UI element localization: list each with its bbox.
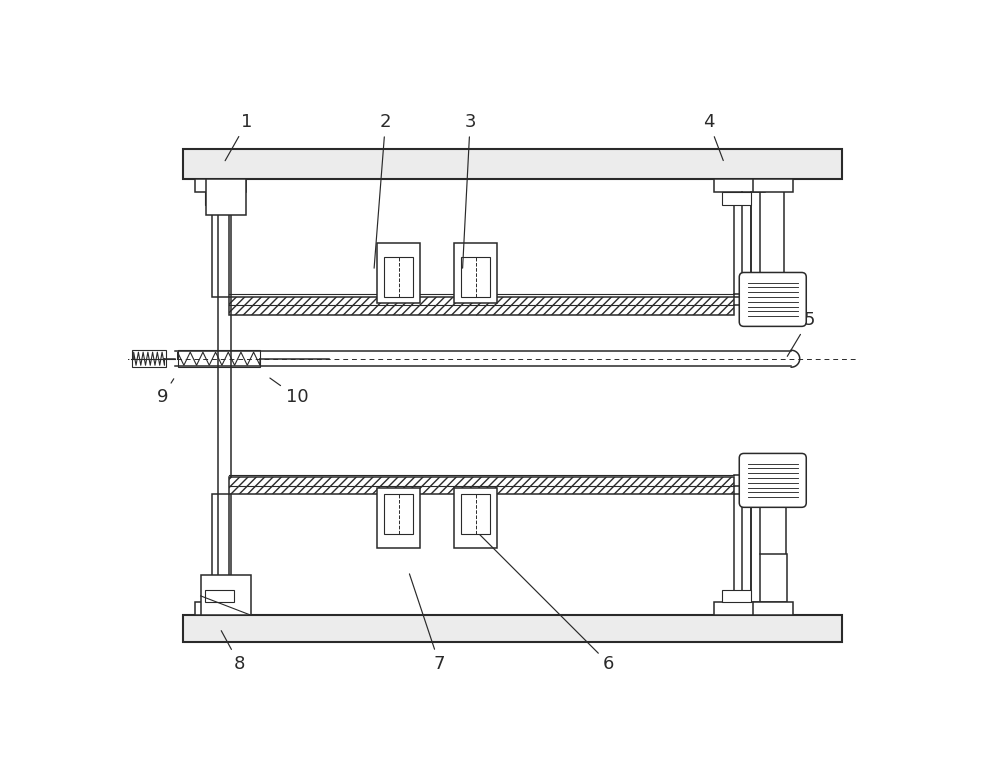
Bar xyxy=(753,602,793,615)
Bar xyxy=(212,178,229,297)
Bar xyxy=(722,590,751,602)
Bar xyxy=(195,602,246,615)
Text: 10: 10 xyxy=(270,378,308,406)
Bar xyxy=(195,178,246,192)
Text: 2: 2 xyxy=(374,113,391,268)
Bar xyxy=(454,243,497,303)
Bar xyxy=(714,178,765,192)
Bar xyxy=(753,178,793,192)
Text: 1: 1 xyxy=(225,113,253,161)
Bar xyxy=(722,192,751,205)
Bar xyxy=(201,575,251,615)
Bar xyxy=(461,494,490,534)
Bar xyxy=(183,149,842,178)
Bar xyxy=(205,192,234,205)
Bar xyxy=(384,494,413,534)
Text: 9: 9 xyxy=(156,378,174,406)
Bar xyxy=(206,178,246,215)
Bar xyxy=(377,243,420,303)
Bar xyxy=(753,309,793,322)
FancyBboxPatch shape xyxy=(739,272,806,326)
FancyBboxPatch shape xyxy=(739,454,806,508)
Bar xyxy=(714,602,765,615)
Bar xyxy=(229,476,734,494)
Bar xyxy=(461,257,490,297)
Bar xyxy=(454,488,497,548)
Bar xyxy=(229,297,734,315)
Bar xyxy=(760,554,787,602)
Text: 7: 7 xyxy=(409,574,445,673)
Text: 8: 8 xyxy=(221,630,245,673)
Bar xyxy=(178,350,260,368)
Bar xyxy=(384,257,413,297)
Text: 4: 4 xyxy=(703,113,723,160)
Bar xyxy=(377,488,420,548)
Text: 3: 3 xyxy=(463,113,476,268)
Bar xyxy=(132,350,166,368)
Text: 6: 6 xyxy=(480,535,614,673)
Bar xyxy=(734,178,751,297)
Bar xyxy=(753,490,793,505)
Text: 5: 5 xyxy=(787,311,815,357)
Bar xyxy=(183,615,842,642)
Bar xyxy=(205,590,234,602)
Bar xyxy=(734,494,751,615)
Bar xyxy=(212,494,229,615)
